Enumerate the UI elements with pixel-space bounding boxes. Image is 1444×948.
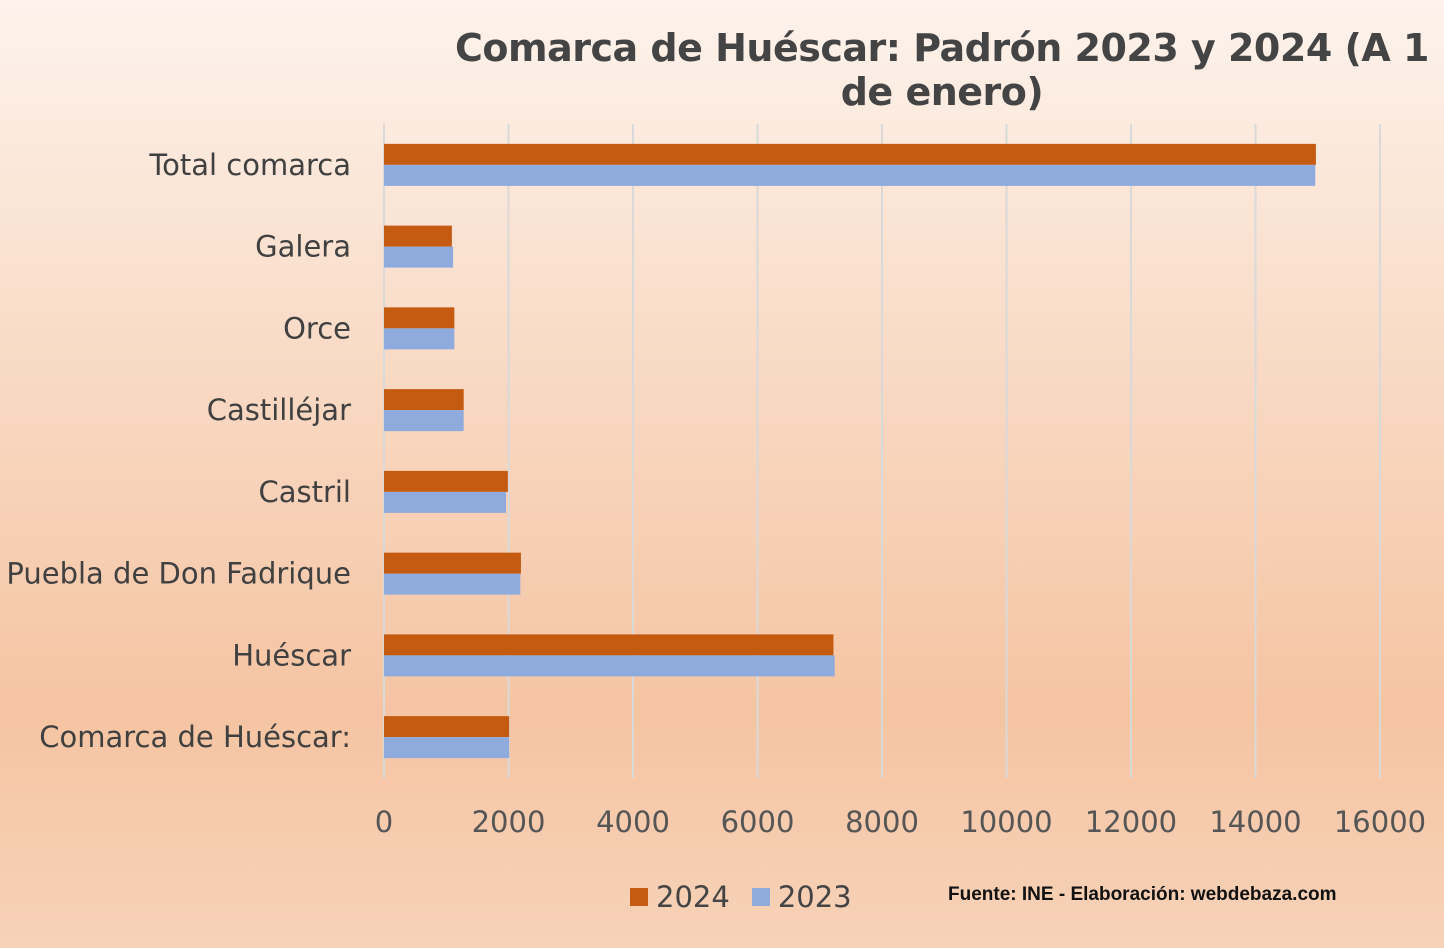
category-label: Castilléjar <box>207 393 351 427</box>
x-tick-label: 8000 <box>845 805 919 839</box>
category-labels: Total comarca Galera Orce Castilléjar Castri… <box>6 148 351 754</box>
legend-swatch-2024 <box>630 888 648 906</box>
gridlines <box>383 124 1381 778</box>
bar-2023 <box>384 164 1316 186</box>
category-label: Castril <box>258 475 351 509</box>
x-tick-label: 0 <box>375 805 393 839</box>
legend: 2024 2023 <box>630 880 874 914</box>
category-label: Puebla de Don Fadrique <box>6 557 351 591</box>
legend-item-2024: 2024 <box>630 880 730 914</box>
x-axis-ticks: 0 2000 4000 6000 8000 10000 12000 14000 16000 <box>375 805 1426 839</box>
category-label: Huéscar <box>232 638 351 672</box>
bar-2023 <box>384 491 507 513</box>
x-tick-label: 12000 <box>1085 805 1177 839</box>
x-tick-label: 16000 <box>1334 805 1426 839</box>
bar-2023 <box>384 573 521 595</box>
x-tick-label: 10000 <box>960 805 1052 839</box>
bar-2024 <box>384 716 510 738</box>
bar-2023 <box>384 655 835 677</box>
bar-2024 <box>384 470 508 492</box>
category-label: Total comarca <box>148 148 351 182</box>
bars <box>384 143 1316 759</box>
x-tick-label: 2000 <box>472 805 546 839</box>
bar-2024 <box>384 634 834 656</box>
legend-label-2023: 2023 <box>777 880 852 914</box>
legend-item-2023: 2023 <box>751 880 852 914</box>
legend-swatch-2023 <box>751 888 770 906</box>
x-tick-label: 14000 <box>1209 805 1301 839</box>
bar-2023 <box>384 246 454 268</box>
legend-label-2024: 2024 <box>656 880 730 914</box>
category-label: Orce <box>283 311 351 345</box>
x-tick-label: 6000 <box>721 805 795 839</box>
bar-2023 <box>384 328 455 350</box>
bar-2024 <box>384 552 521 574</box>
x-tick-label: 4000 <box>596 805 670 839</box>
category-label: Comarca de Huéscar: <box>39 720 351 754</box>
chart-title: Comarca de Huéscar: Padrón 2023 y 2024 (… <box>455 26 1429 114</box>
category-label: Galera <box>255 230 351 264</box>
bar-2023 <box>384 410 464 432</box>
bar-2023 <box>384 737 510 759</box>
bar-2024 <box>384 143 1316 165</box>
bar-2024 <box>384 225 452 247</box>
bar-2024 <box>384 307 455 329</box>
bar-2024 <box>384 389 464 411</box>
source-note: Fuente: INE - Elaboración: webdebaza.com <box>948 884 1337 905</box>
